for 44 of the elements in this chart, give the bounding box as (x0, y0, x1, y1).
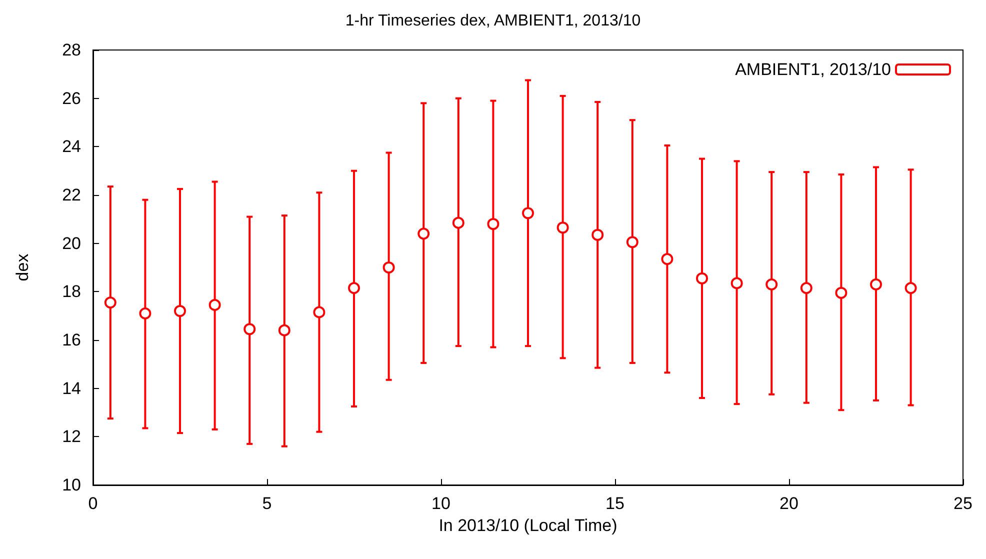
legend-label: AMBIENT1, 2013/10 (735, 60, 891, 79)
point (835, 286, 848, 299)
point (626, 236, 638, 248)
point (556, 222, 569, 234)
x-tick-label: 10 (432, 494, 450, 513)
y-tick-label: 10 (62, 476, 81, 494)
point (104, 296, 116, 309)
x-tick-label: 20 (780, 494, 798, 513)
point (696, 272, 708, 284)
point (870, 278, 882, 290)
point (452, 216, 464, 229)
x-tick-label: 15 (606, 494, 624, 513)
point (766, 278, 778, 290)
point (313, 306, 326, 318)
point (278, 324, 290, 336)
x-tick-label: 25 (954, 494, 972, 513)
y-tick-label: 20 (62, 234, 81, 253)
point (800, 282, 812, 294)
y-tick-label: 16 (62, 330, 81, 350)
point (661, 253, 674, 266)
point (487, 218, 500, 230)
point (730, 277, 743, 290)
point (174, 305, 186, 317)
y-axis-title: dex (13, 253, 32, 282)
point (592, 228, 604, 241)
y-tick-label: 18 (62, 282, 81, 302)
point (522, 207, 534, 220)
x-axis-title: In 2013/10 (Local Time) (438, 516, 618, 535)
point (139, 307, 152, 320)
point (418, 228, 430, 240)
x-tick-label: 5 (262, 494, 272, 513)
y-tick-label: 12 (62, 427, 81, 446)
point (244, 323, 256, 336)
y-tick-label: 22 (62, 186, 81, 204)
chart-title: 1-hr Timeseries dex, AMBIENT1, 2013/10 (345, 12, 641, 30)
y-tick-label: 26 (62, 88, 81, 108)
point (348, 282, 360, 294)
y-tick-label: 24 (62, 137, 81, 156)
point (382, 262, 395, 274)
point (208, 298, 221, 311)
point (904, 282, 917, 294)
y-tick-label: 28 (62, 40, 81, 60)
x-tick-label: 0 (88, 494, 98, 513)
y-tick-label: 14 (62, 378, 81, 398)
